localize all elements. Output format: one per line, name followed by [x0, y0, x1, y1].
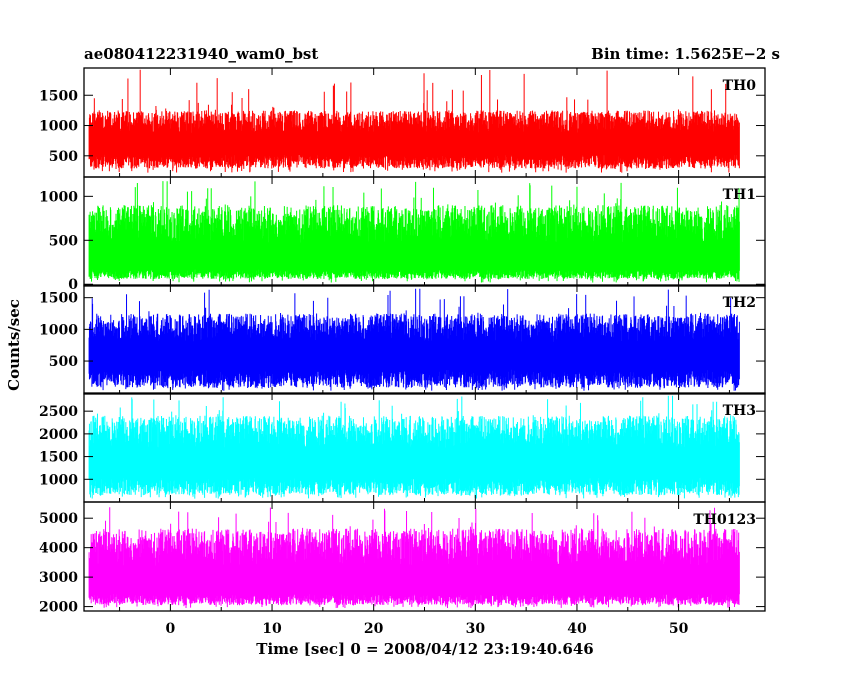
y-tick-label: 500 — [49, 233, 78, 249]
y-tick-label: 500 — [49, 149, 78, 165]
y-tick-label: 1500 — [39, 450, 78, 466]
y-tick-label: 1000 — [39, 322, 78, 338]
x-tick-label: 10 — [262, 621, 282, 637]
y-tick-label: 4000 — [39, 541, 78, 557]
panel-th3: 1000 1500 2000 2500 TH3 — [39, 392, 766, 503]
series-line-th2 — [88, 288, 740, 391]
series-line-th1 — [88, 181, 740, 283]
y-tick-label: 1500 — [39, 88, 78, 104]
x-tick-label: 40 — [567, 621, 587, 637]
chart-title-right: Bin time: 1.5625E−2 s — [591, 45, 780, 63]
y-tick-label: 1500 — [39, 291, 78, 307]
x-tick-label: 0 — [166, 621, 176, 637]
panel-label-th0: TH0 — [723, 78, 757, 94]
panel-th2: 500 1000 1500 TH2 — [39, 284, 766, 395]
panel-th0123: 2000 3000 4000 5000 TH0123 — [39, 501, 766, 616]
panel-label-th1: TH1 — [723, 187, 756, 203]
panel-label-th2: TH2 — [723, 295, 756, 311]
panel-th0: 500 1000 1500 TH0 — [39, 67, 766, 178]
x-tick-label: 30 — [466, 621, 486, 637]
y-tick-label: 2000 — [39, 600, 78, 616]
chart-title-left: ae080412231940_wam0_bst — [84, 45, 318, 63]
y-tick-label: 3000 — [39, 570, 78, 586]
y-axis-title: Counts/sec — [5, 299, 23, 391]
panel-label-th3: TH3 — [723, 403, 756, 419]
y-tick-label: 1000 — [39, 189, 78, 205]
x-tick-label: 50 — [669, 621, 689, 637]
y-tick-label: 2500 — [39, 404, 78, 420]
y-tick-label: 1000 — [39, 119, 78, 135]
x-tick-label: 20 — [364, 621, 384, 637]
y-tick-label: 5000 — [39, 511, 78, 527]
y-tick-label: 1000 — [39, 472, 78, 488]
panel-label-th0123: TH0123 — [693, 512, 756, 528]
x-axis-title: Time [sec] 0 = 2008/04/12 23:19:40.646 — [256, 640, 593, 658]
series-line-th0123 — [88, 507, 740, 608]
series-line-th0 — [88, 69, 740, 173]
y-tick-label: 500 — [49, 354, 78, 370]
y-tick-label: 2000 — [39, 427, 78, 443]
y-tick-label: 0 — [68, 277, 78, 293]
series-line-th3 — [88, 395, 740, 499]
panel-th1: 0 500 1000 TH1 — [39, 176, 766, 293]
